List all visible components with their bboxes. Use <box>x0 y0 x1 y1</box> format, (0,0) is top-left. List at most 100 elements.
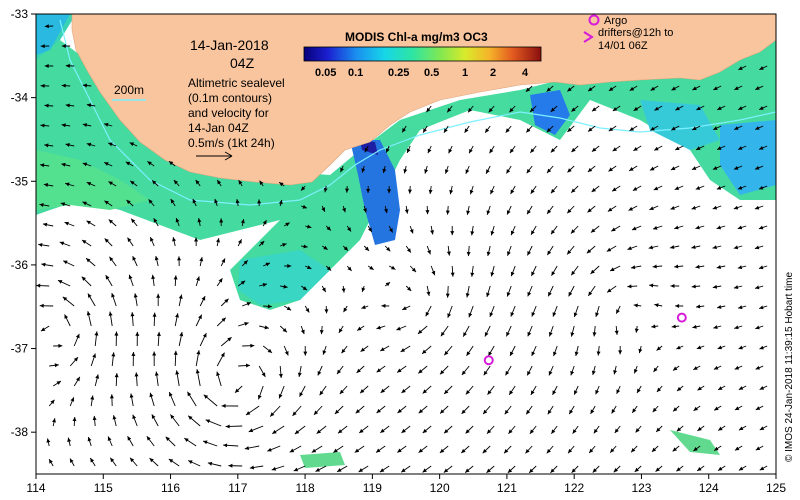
velocity-arrow-head <box>444 389 449 394</box>
velocity-arrow-head <box>380 347 385 351</box>
velocity-arrow-head <box>627 284 632 289</box>
velocity-arrow-head <box>293 467 299 472</box>
velocity-arrow-head <box>616 309 620 314</box>
velocity-arrow-head <box>712 284 718 289</box>
velocity-arrow-head <box>486 468 491 473</box>
velocity-arrow-head <box>104 200 109 205</box>
velocity-arrow-head <box>202 333 207 338</box>
velocity-arrow-head <box>634 467 639 472</box>
velocity-arrow-head <box>324 309 329 314</box>
velocity-arrow-head <box>70 397 75 402</box>
velocity-arrow-head <box>591 370 596 376</box>
velocity-arrow-head <box>322 350 327 355</box>
velocity-arrow-head <box>444 350 449 356</box>
velocity-arrow-head <box>92 353 97 358</box>
velocity-arrow-head <box>508 429 513 434</box>
velocity-arrow-head <box>465 293 470 298</box>
velocity-arrow-head <box>228 463 233 468</box>
velocity-arrow-head <box>755 285 760 290</box>
velocity-arrow-head <box>718 466 723 471</box>
velocity-arrow-head <box>738 66 743 70</box>
velocity-arrow-head <box>279 182 284 187</box>
velocity-arrow-head <box>425 210 430 215</box>
velocity-arrow-head <box>469 148 473 154</box>
velocity-arrow-head <box>652 264 657 269</box>
velocity-arrow-head <box>674 264 679 269</box>
velocity-arrow-head <box>466 251 471 257</box>
velocity-arrow-head <box>468 312 473 318</box>
velocity-arrow-head <box>591 147 597 152</box>
velocity-arrow-head <box>306 265 312 269</box>
velocity-arrow-head <box>734 446 740 451</box>
velocity-arrow-head <box>486 429 492 434</box>
velocity-arrow-head <box>195 179 200 185</box>
velocity-arrow-head <box>527 250 532 256</box>
velocity-arrows <box>36 24 768 474</box>
velocity-arrow-head <box>40 163 45 168</box>
velocity-arrow-head <box>153 218 158 223</box>
velocity-arrow-head <box>483 370 488 376</box>
velocity-arrow-head <box>341 348 346 354</box>
velocity-arrow-head <box>440 331 445 337</box>
velocity-arrow-head <box>54 363 59 368</box>
velocity-arrow-head <box>587 167 593 172</box>
velocity-arrow-head <box>401 468 406 473</box>
velocity-arrow-head <box>152 351 157 356</box>
velocity-arrow-head <box>571 147 576 153</box>
velocity-arrow-head <box>219 218 224 223</box>
velocity-arrow-head <box>755 365 761 370</box>
velocity-arrow-head <box>338 429 343 434</box>
velocity-arrow-head <box>529 468 534 473</box>
velocity-arrow-head <box>652 407 657 413</box>
velocity-arrow-head <box>397 448 402 453</box>
velocity-arrow-head <box>376 325 381 330</box>
velocity-arrow-head <box>114 331 119 336</box>
velocity-arrow-head <box>490 230 495 236</box>
velocity-arrow-head <box>152 312 157 317</box>
velocity-arrow-head <box>733 285 739 290</box>
velocity-arrow-head <box>302 204 307 209</box>
velocity-arrow-head <box>712 166 718 170</box>
velocity-arrow-head <box>338 328 343 333</box>
argo-legend-line-3: 14/01 06Z <box>598 40 648 52</box>
velocity-arrow-head <box>510 189 515 195</box>
velocity-arrow-head <box>333 448 338 453</box>
velocity-arrow-head <box>675 146 680 151</box>
velocity-arrow-head <box>468 107 473 113</box>
velocity-arrow-head <box>244 322 249 326</box>
x-tick-label: 120 <box>430 481 450 495</box>
velocity-arrow-head <box>650 166 655 171</box>
velocity-arrow-head <box>738 106 743 110</box>
velocity-arrow-head <box>692 86 697 91</box>
velocity-arrow-head <box>384 208 388 214</box>
velocity-arrow-head <box>302 286 308 291</box>
velocity-arrow-head <box>595 312 600 317</box>
velocity-arrow-head <box>44 24 49 29</box>
velocity-arrow-head <box>486 210 491 215</box>
velocity-arrow-head <box>109 256 114 262</box>
velocity-arrow-head <box>363 208 367 213</box>
velocity-arrow-head <box>216 371 221 377</box>
velocity-arrow-head <box>672 447 677 452</box>
velocity-arrow-head <box>411 267 417 273</box>
velocity-arrow-head <box>87 436 92 442</box>
velocity-arrow-head <box>358 468 364 472</box>
velocity-arrow-head <box>385 282 391 287</box>
velocity-arrow-head <box>607 288 612 293</box>
velocity-arrow-head <box>716 265 722 269</box>
velocity-arrow-head <box>216 238 220 243</box>
velocity-arrow-head <box>109 394 114 399</box>
y-tick-label: -35 <box>11 174 29 188</box>
velocity-arrow-head <box>673 407 678 412</box>
velocity-arrow-head <box>713 325 718 329</box>
velocity-arrow-head <box>440 370 445 375</box>
velocity-arrow-head <box>135 331 140 336</box>
argo-legend-line-1: Argo <box>604 15 627 27</box>
velocity-arrow-head <box>418 369 423 374</box>
velocity-arrow-head <box>343 307 348 313</box>
velocity-arrow-head <box>527 209 531 215</box>
velocity-arrow-head <box>696 345 702 350</box>
velocity-arrow-head <box>754 205 760 210</box>
velocity-arrow-head <box>531 271 535 276</box>
